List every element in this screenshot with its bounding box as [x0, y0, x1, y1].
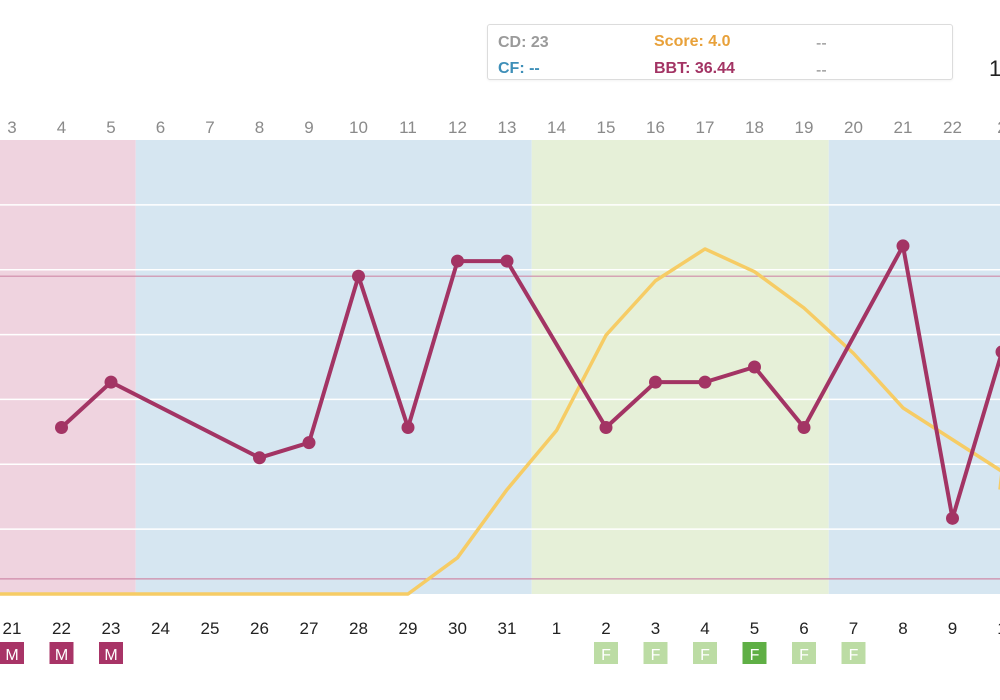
bbt-point [104, 375, 118, 389]
date-label: 26 [250, 619, 269, 638]
cycle-day-label: 13 [498, 118, 517, 137]
bbt-point [649, 375, 662, 389]
marker-f-box [643, 642, 668, 664]
bbt-point [302, 436, 316, 450]
marker-f-box [792, 642, 816, 664]
date-label: 22 [52, 619, 71, 638]
cycle-day-label: 11 [399, 118, 417, 137]
date-label: 28 [349, 619, 368, 638]
empty-readout-2: -- [816, 62, 827, 79]
marker-label: F [601, 647, 611, 664]
band-luteal [828, 140, 1000, 594]
bbt-point [896, 239, 910, 253]
date-label: 1 [552, 619, 561, 638]
date-label: 21 [3, 619, 22, 638]
marker-label: F [700, 647, 710, 664]
cycle-day-label: 3 [7, 118, 16, 137]
cycle-day-label: 12 [448, 118, 467, 137]
bbt-point [748, 360, 761, 374]
cycle-day-label: 10 [349, 118, 368, 137]
date-label: 25 [201, 619, 220, 638]
grid-lines [0, 204, 1000, 530]
date-label: 1 [997, 619, 1000, 638]
cycle-day-label: 16 [646, 118, 665, 137]
marker-m-box [0, 642, 24, 664]
cycle-day-label: 4 [57, 118, 66, 137]
date-label: 23 [102, 619, 121, 638]
phase-bands [0, 140, 1000, 594]
cycle-day-label: 15 [597, 118, 616, 137]
bbt-line [60, 243, 1000, 521]
score-line [0, 247, 1000, 596]
bbt-point [698, 375, 712, 389]
score-series [0, 247, 1000, 596]
empty-readout-1: -- [816, 35, 827, 52]
band-fertile [531, 140, 829, 594]
bbt-point [995, 345, 1000, 359]
marker-label: M [5, 647, 18, 664]
cycle-day-label: 17 [696, 118, 715, 137]
date-label: 7 [849, 619, 858, 638]
marker-f-box [594, 642, 618, 664]
bbt-point [401, 421, 415, 435]
marker-label: M [55, 647, 68, 664]
edge-value: 1 [989, 56, 1000, 81]
date-label: 30 [448, 619, 467, 638]
marker-f-box [693, 642, 717, 664]
marker-label: F [849, 647, 859, 664]
cycle-day-label: 14 [547, 118, 566, 137]
date-label: 3 [651, 619, 660, 638]
bbt-point [946, 511, 959, 525]
marker-label: F [651, 647, 661, 664]
date-label: 8 [898, 619, 907, 638]
date-label: 9 [948, 619, 957, 638]
cycle-day-label: 19 [795, 118, 814, 137]
date-label: 24 [151, 619, 170, 638]
date-label: 2 [601, 619, 610, 638]
cycle-day-label: 8 [255, 118, 264, 137]
bbt-series [55, 239, 1000, 525]
cycle-day-label: 9 [304, 118, 313, 137]
date-label: 29 [399, 619, 418, 638]
cycle-day-label: 22 [943, 118, 962, 137]
date-axis: 21222324252627282930311234567891 [3, 619, 1000, 638]
cycle-day-label: 18 [745, 118, 764, 137]
band-menstrual [0, 140, 136, 594]
date-label: 4 [700, 619, 709, 638]
marker-label: F [750, 647, 760, 664]
cycle-day-label: 6 [156, 118, 165, 137]
score-readout: Score: 4.0 [654, 33, 731, 50]
cycle-day-label: 21 [894, 118, 913, 137]
cycle-day-label: 2 [997, 118, 1000, 137]
cycle-day-readout: CD: 23 [498, 34, 549, 51]
marker-m-box [49, 642, 74, 664]
bbt-point [599, 421, 613, 435]
date-label: 31 [498, 619, 517, 638]
bbt-point [797, 421, 811, 435]
reference-lines [0, 275, 1000, 580]
bbt-readout: BBT: 36.44 [654, 60, 735, 77]
bbt-point [451, 254, 464, 268]
cycle-day-label: 20 [844, 118, 863, 137]
marker-f-box [742, 642, 767, 664]
marker-f-box [841, 642, 866, 664]
marker-m-box [99, 642, 123, 664]
band-follicular [135, 140, 532, 594]
bbt-point [253, 451, 266, 465]
cycle-day-label: 7 [205, 118, 214, 137]
cervical-fluid-readout: CF: -- [498, 60, 540, 77]
marker-label: F [799, 647, 809, 664]
bbt-point [352, 269, 365, 283]
date-label: 5 [750, 619, 759, 638]
marker-label: M [104, 647, 117, 664]
bbt-point [55, 421, 68, 435]
cycle-day-label: 5 [106, 118, 115, 137]
day-info-panel: CD: 23 CF: -- Score: 4.0 BBT: 36.44 -- -… [487, 24, 953, 80]
date-label: 27 [300, 619, 319, 638]
bbt-point [500, 254, 514, 268]
date-label: 6 [799, 619, 808, 638]
